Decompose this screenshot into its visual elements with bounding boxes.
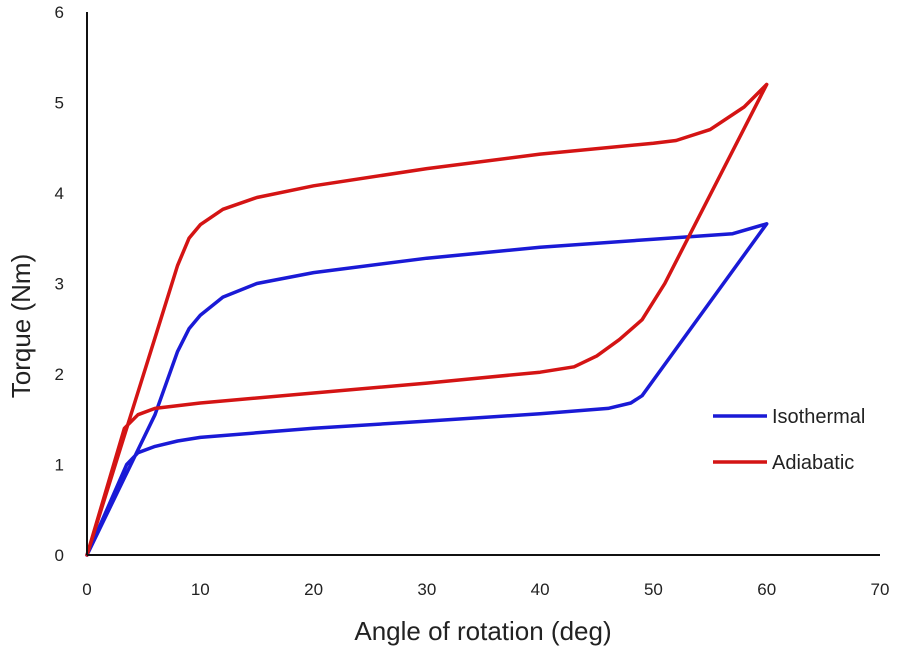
y-tick-label: 3 — [55, 275, 64, 294]
x-tick-label: 40 — [531, 580, 550, 599]
x-axis-title: Angle of rotation (deg) — [354, 616, 611, 646]
x-tick-label: 60 — [757, 580, 776, 599]
x-tick-label: 10 — [191, 580, 210, 599]
y-tick-label: 6 — [55, 3, 64, 22]
y-tick-labels: 0 1 2 3 4 5 6 — [55, 3, 64, 565]
legend: Isothermal Adiabatic — [713, 406, 865, 474]
x-tick-label: 20 — [304, 580, 323, 599]
x-tick-labels: 0 10 20 30 40 50 60 70 — [82, 580, 889, 599]
series-line-isothermal — [85, 222, 769, 557]
y-tick-label: 2 — [55, 365, 64, 384]
plot-lines — [85, 82, 769, 557]
x-tick-label: 70 — [871, 580, 890, 599]
x-tick-label: 50 — [644, 580, 663, 599]
x-tick-label: 30 — [417, 580, 436, 599]
y-tick-label: 4 — [55, 184, 64, 203]
y-tick-label: 5 — [55, 94, 64, 113]
y-tick-label: 0 — [55, 546, 64, 565]
series-line-adiabatic — [85, 82, 769, 557]
y-tick-label: 1 — [55, 456, 64, 475]
legend-label-isothermal: Isothermal — [772, 406, 865, 428]
legend-label-adiabatic: Adiabatic — [772, 452, 854, 474]
x-tick-label: 0 — [82, 580, 91, 599]
y-axis-title: Torque (Nm) — [6, 254, 36, 398]
